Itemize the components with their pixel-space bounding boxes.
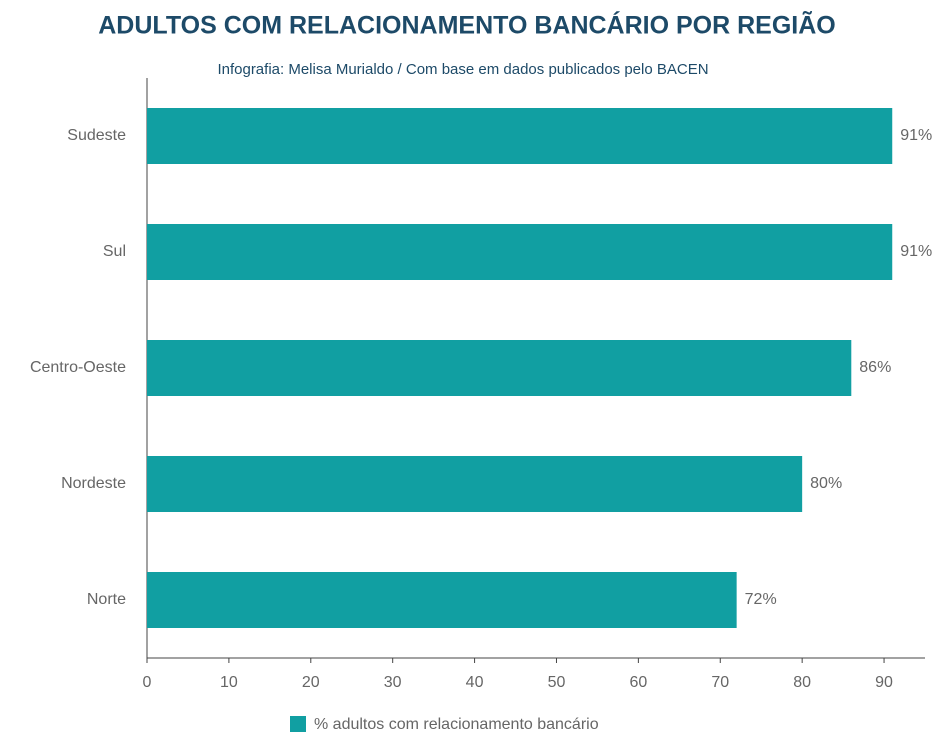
value-label: 80% bbox=[810, 475, 842, 492]
x-tick-label: 60 bbox=[629, 674, 647, 691]
legend-swatch bbox=[290, 716, 306, 732]
bar bbox=[147, 572, 737, 628]
y-tick-label: Sudeste bbox=[67, 127, 126, 144]
y-tick-label: Sul bbox=[103, 243, 126, 260]
x-tick-label: 70 bbox=[711, 674, 729, 691]
bar bbox=[147, 456, 803, 512]
value-label: 72% bbox=[745, 591, 777, 608]
bar bbox=[147, 108, 893, 164]
value-label: 91% bbox=[900, 243, 932, 260]
y-tick-label: Nordeste bbox=[61, 475, 126, 492]
value-label: 86% bbox=[859, 359, 891, 376]
x-tick-label: 10 bbox=[220, 674, 238, 691]
x-tick-label: 40 bbox=[466, 674, 484, 691]
legend-label: % adultos com relacionamento bancário bbox=[314, 716, 599, 733]
value-label: 91% bbox=[900, 127, 932, 144]
x-tick-label: 30 bbox=[384, 674, 402, 691]
bar bbox=[147, 224, 893, 280]
x-tick-label: 90 bbox=[875, 674, 893, 691]
x-tick-label: 0 bbox=[143, 674, 152, 691]
x-tick-label: 20 bbox=[302, 674, 320, 691]
x-tick-label: 80 bbox=[793, 674, 811, 691]
chart-subtitle: Infografia: Melisa Murialdo / Com base e… bbox=[217, 61, 708, 78]
bar bbox=[147, 340, 852, 396]
y-tick-label: Centro-Oeste bbox=[30, 359, 126, 376]
x-tick-label: 50 bbox=[548, 674, 566, 691]
y-tick-label: Norte bbox=[87, 591, 126, 608]
chart-title: ADULTOS COM RELACIONAMENTO BANCÁRIO POR … bbox=[98, 10, 836, 40]
